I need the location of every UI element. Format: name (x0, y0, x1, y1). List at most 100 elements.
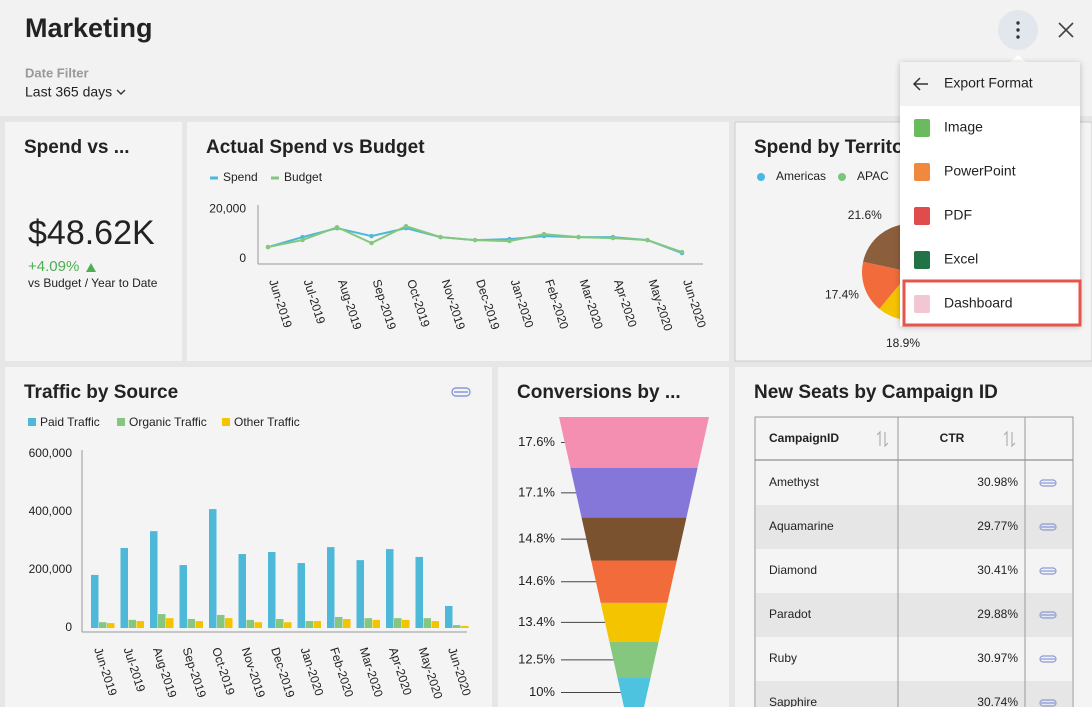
cell: 30.74% (977, 695, 1018, 707)
bar (364, 618, 372, 628)
menu-caret (1010, 55, 1026, 62)
slice-label: 17.4% (825, 288, 859, 302)
pie-slice (861, 261, 910, 309)
bar (209, 509, 217, 628)
bar (238, 554, 246, 628)
y-tick-label: 600,000 (29, 446, 73, 460)
card (5, 367, 492, 707)
legend-label: Spend (223, 170, 258, 184)
link-icon (1039, 567, 1057, 575)
funnel-segment (570, 468, 698, 518)
legend-swatch (117, 418, 125, 426)
legend-label: APAC (857, 169, 889, 183)
filter-caret[interactable] (116, 89, 126, 95)
bar (268, 552, 276, 628)
funnel-segment (591, 560, 677, 603)
y-tick-label: 0 (65, 620, 72, 634)
link-icon (1039, 611, 1057, 619)
segment-label: 13.4% (518, 614, 555, 629)
legend-swatch (757, 173, 765, 181)
filter-value[interactable]: Last 365 days (25, 84, 112, 100)
point (265, 244, 271, 250)
bar (195, 621, 203, 628)
kpi-change: +4.09% (28, 258, 79, 275)
filter-label: Date Filter (25, 65, 89, 80)
dot (1016, 35, 1020, 39)
y-tick-label: 400,000 (29, 504, 73, 518)
point (610, 235, 616, 241)
cell: 29.77% (977, 519, 1018, 533)
link-icon[interactable] (451, 387, 471, 397)
menu-icon[interactable] (914, 119, 930, 137)
cell: 30.97% (977, 651, 1018, 665)
point (369, 233, 374, 239)
column-header: CampaignID (769, 431, 839, 445)
menu-header-bg (900, 62, 1080, 106)
cell: Aquamarine (769, 519, 834, 533)
funnel-segment (581, 517, 687, 561)
menu-item[interactable]: PowerPoint (944, 163, 1016, 179)
up-arrow (86, 263, 96, 272)
menu-header: Export Format (944, 75, 1033, 91)
legend-swatch (222, 418, 230, 426)
point (438, 234, 443, 240)
y-tick-label: 20,000 (209, 201, 246, 215)
point (369, 240, 374, 246)
bar (453, 625, 461, 628)
bar (305, 621, 313, 628)
legend-swatch (28, 418, 36, 426)
close-button[interactable] (1058, 22, 1074, 38)
bar (179, 565, 187, 628)
point (645, 237, 650, 243)
bar (158, 614, 166, 628)
y-tick-label: 200,000 (29, 562, 73, 576)
bar (254, 622, 262, 628)
menu-icon[interactable] (914, 163, 930, 181)
bar (128, 619, 136, 628)
menu-item[interactable]: Excel (944, 251, 978, 267)
bar (217, 614, 225, 628)
menu-item[interactable]: Image (944, 119, 983, 135)
menu-item[interactable]: Dashboard (944, 295, 1013, 311)
row-bg (756, 681, 1072, 707)
menu-icon[interactable] (914, 207, 930, 225)
bar (166, 618, 174, 628)
bar (225, 618, 233, 628)
slice-label: 18.9% (886, 336, 920, 350)
bar (402, 619, 410, 628)
card (187, 122, 729, 361)
card-title: New Seats by Campaign ID (754, 382, 998, 403)
dot (1016, 28, 1020, 32)
point (576, 234, 581, 240)
menu-item[interactable]: PDF (944, 207, 972, 223)
cell: Amethyst (769, 475, 820, 489)
segment-label: 14.6% (518, 573, 555, 588)
menu-icon[interactable] (914, 295, 930, 313)
card-title: Actual Spend vs Budget (206, 137, 425, 158)
page-title: Marketing (25, 13, 153, 43)
link-icon (1039, 655, 1057, 663)
legend-label: Other Traffic (234, 415, 300, 429)
legend-label: Paid Traffic (40, 415, 100, 429)
cell: Sapphire (769, 695, 817, 707)
funnel-segment (609, 641, 659, 678)
bar (120, 547, 128, 628)
card-title: Conversions by ... (517, 382, 681, 403)
point (472, 237, 478, 243)
funnel-segment (600, 602, 668, 642)
cell: 30.41% (977, 563, 1018, 577)
table-frame (754, 416, 1074, 707)
point (679, 249, 685, 255)
cell: Paradot (769, 607, 812, 621)
selected-outline (902, 279, 1082, 327)
bar (343, 619, 351, 628)
menu-icon[interactable] (914, 251, 930, 269)
segment-label: 14.8% (518, 531, 555, 546)
row-bg (756, 505, 1072, 549)
card-title: Spend vs ... (24, 137, 130, 158)
card-title: Traffic by Source (24, 382, 178, 403)
bar (284, 622, 292, 628)
cell: Diamond (769, 563, 817, 577)
segment-label: 17.6% (518, 434, 555, 449)
